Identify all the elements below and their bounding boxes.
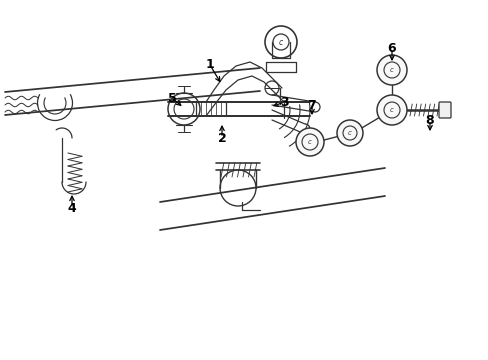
Text: 3: 3	[280, 95, 289, 108]
Circle shape	[295, 128, 324, 156]
Text: c: c	[347, 130, 351, 136]
Text: 4: 4	[67, 202, 76, 215]
Text: 2: 2	[217, 131, 226, 144]
Text: c: c	[389, 107, 393, 113]
Text: c: c	[278, 37, 283, 46]
Circle shape	[376, 95, 406, 125]
Text: 8: 8	[425, 113, 433, 126]
Circle shape	[336, 120, 362, 146]
Text: 6: 6	[387, 41, 395, 54]
Circle shape	[376, 55, 406, 85]
Text: c: c	[389, 67, 393, 73]
Text: 7: 7	[307, 99, 316, 112]
Text: c: c	[307, 139, 311, 145]
Text: 1: 1	[205, 58, 214, 72]
Text: 5: 5	[167, 91, 176, 104]
FancyBboxPatch shape	[438, 102, 450, 118]
